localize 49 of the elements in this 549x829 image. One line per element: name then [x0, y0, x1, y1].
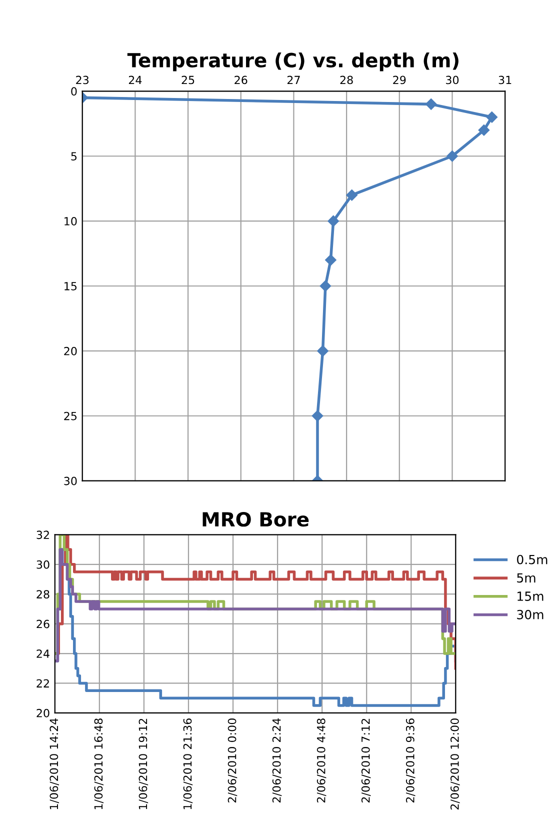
- point: [312, 410, 324, 422]
- point: [478, 124, 490, 136]
- x-tick-label: 2/06/2010 2:24: [272, 718, 282, 802]
- y-tick-label: 10: [64, 217, 77, 226]
- y-tick-label: 22: [36, 679, 49, 688]
- x-tick-label: 2/06/2010 0:00: [228, 718, 238, 802]
- y-tick-label: 30: [64, 476, 77, 486]
- chart-title: Temperature (C) vs. depth (m): [127, 52, 458, 72]
- x-tick-label: 25: [182, 76, 194, 84]
- point: [317, 345, 328, 357]
- point: [328, 215, 339, 227]
- y-tick-label: 26: [36, 620, 50, 628]
- x-tick-label: 1/06/2010 16:48: [94, 718, 104, 810]
- chart-title: MRO Bore: [202, 512, 309, 527]
- y-tick-label: 0: [71, 87, 77, 96]
- y-tick-label: 32: [36, 530, 49, 540]
- point: [346, 189, 358, 201]
- x-tick-label: 1/06/2010 21:36: [183, 718, 193, 810]
- x-tick-label: 29: [393, 76, 406, 84]
- y-tick-label: 20: [64, 346, 77, 356]
- x-tick-label: 30: [446, 76, 459, 84]
- x-tick-label: 31: [498, 76, 512, 84]
- legend-label: 15m: [518, 592, 544, 601]
- point: [320, 280, 332, 292]
- point: [486, 112, 498, 123]
- x-tick-label: 2/06/2010 7:12: [361, 718, 371, 802]
- x-tick-label: 2/06/2010 4:48: [316, 718, 326, 802]
- x-tick-label: 23: [76, 76, 89, 84]
- y-tick-label: 15: [64, 282, 77, 290]
- x-tick-label: 1/06/2010 19:12: [138, 718, 148, 810]
- y-tick-label: 30: [36, 560, 50, 569]
- x-tick-label: 26: [234, 76, 248, 84]
- x-tick-label: 1/06/2010 14:24: [50, 718, 59, 810]
- legend-label: 0.5m: [517, 554, 548, 564]
- legend-label: 5m: [517, 573, 536, 583]
- point: [425, 98, 437, 110]
- y-tick-label: 24: [36, 650, 50, 658]
- x-tick-label: 2/06/2010 12:00: [450, 718, 460, 810]
- legend-label: 30m: [517, 610, 544, 620]
- x-tick-label: 27: [287, 76, 300, 84]
- y-tick-label: 5: [71, 152, 77, 161]
- x-tick-label: 24: [128, 76, 142, 84]
- x-tick-label: 2/06/2010 9:36: [406, 718, 416, 802]
- point: [446, 150, 458, 162]
- y-tick-label: 28: [36, 590, 50, 598]
- y-tick-label: 25: [64, 412, 77, 420]
- x-tick-label: 28: [340, 76, 353, 84]
- y-tick-label: 20: [36, 708, 50, 718]
- point: [325, 254, 336, 266]
